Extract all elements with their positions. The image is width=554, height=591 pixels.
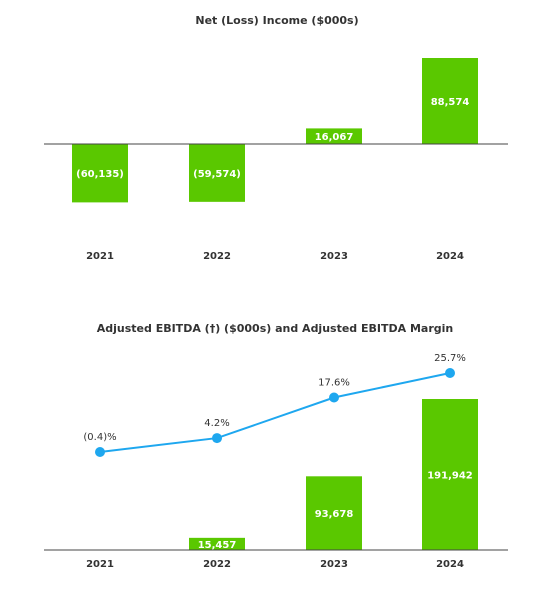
ebitda-margin-label-2022: 4.2% bbox=[204, 418, 229, 429]
net-income-bar-label-2022: (59,574) bbox=[193, 169, 241, 180]
net-income-bar-2022 bbox=[189, 144, 245, 202]
net-income-x-tick-2021: 2021 bbox=[86, 251, 114, 262]
ebitda-x-tick-2024: 2024 bbox=[436, 559, 464, 570]
net-income-x-tick-2023: 2023 bbox=[320, 251, 348, 262]
net-income-bar-label-2024: 88,574 bbox=[431, 97, 470, 108]
ebitda-margin-label-2024: 25.7% bbox=[434, 353, 466, 364]
net-income-bar-label-2023: 16,067 bbox=[315, 132, 354, 143]
ebitda-margin-point-2021 bbox=[95, 447, 105, 457]
net-income-x-tick-2022: 2022 bbox=[203, 251, 231, 262]
net-income-bar-2021 bbox=[72, 144, 128, 203]
ebitda-margin-line bbox=[99, 372, 451, 453]
ebitda-bar-2023 bbox=[306, 476, 362, 550]
ebitda-bar-label-2024: 191,942 bbox=[427, 471, 473, 482]
ebitda-margin-label-2023: 17.6% bbox=[318, 378, 350, 389]
net-income-x-tick-2024: 2024 bbox=[436, 251, 464, 262]
ebitda-x-tick-2023: 2023 bbox=[320, 559, 348, 570]
net-income-title: Net (Loss) Income ($000s) bbox=[195, 14, 358, 27]
net-income-bar-2024 bbox=[422, 58, 478, 144]
ebitda-margin-label-2021: (0.4)% bbox=[83, 432, 116, 443]
ebitda-margin-point-2023 bbox=[329, 392, 339, 403]
ebitda-bar-label-2022: 15,457 bbox=[198, 540, 237, 551]
ebitda-bar-label-2023: 93,678 bbox=[315, 509, 354, 520]
net-income-chart: Net (Loss) Income ($000s) (60,135) (59,57… bbox=[44, 14, 508, 262]
adjusted-ebitda-chart: Adjusted EBITDA (†) ($000s) and Adjusted… bbox=[44, 322, 508, 570]
net-income-bar-2023 bbox=[306, 128, 362, 144]
net-income-bar-label-2021: (60,135) bbox=[76, 169, 124, 180]
ebitda-x-tick-2022: 2022 bbox=[203, 559, 231, 570]
ebitda-x-tick-2021: 2021 bbox=[86, 559, 114, 570]
ebitda-margin-point-2022 bbox=[212, 433, 222, 444]
adjusted-ebitda-title: Adjusted EBITDA (†) ($000s) and Adjusted… bbox=[97, 322, 454, 335]
ebitda-bar-2024 bbox=[422, 399, 478, 550]
ebitda-margin-point-2024 bbox=[445, 368, 455, 378]
ebitda-bar-2022 bbox=[189, 537, 245, 550]
